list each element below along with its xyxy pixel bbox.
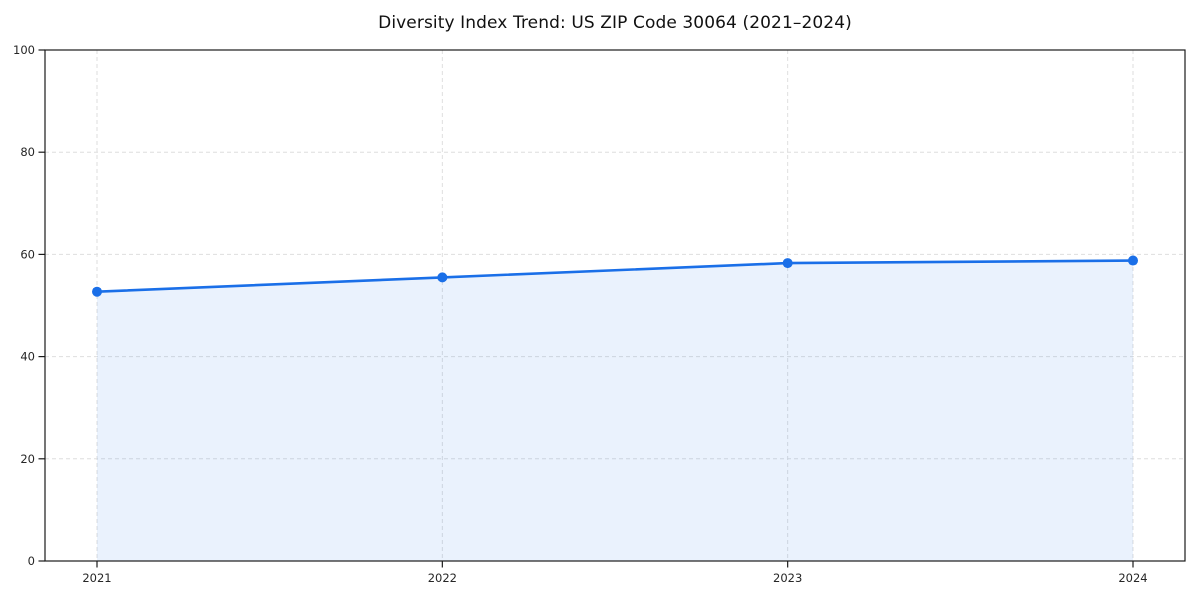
x-tick-label: 2023 bbox=[773, 571, 802, 585]
y-tick-label: 20 bbox=[20, 452, 35, 466]
y-tick-label: 0 bbox=[28, 554, 35, 568]
x-tick-label: 2022 bbox=[428, 571, 457, 585]
y-tick-label: 100 bbox=[13, 43, 35, 57]
trend-line bbox=[95, 259, 1135, 294]
y-tick-label: 80 bbox=[20, 145, 35, 159]
x-tick-label: 2021 bbox=[82, 571, 111, 585]
x-tick-label: 2024 bbox=[1118, 571, 1147, 585]
data-point bbox=[437, 272, 448, 283]
data-point bbox=[92, 286, 102, 297]
chart-title: Diversity Index Trend: US ZIP Code 30064… bbox=[378, 13, 852, 33]
plot-frame bbox=[44, 49, 1186, 562]
y-tick-label: 60 bbox=[20, 247, 35, 261]
data-point bbox=[1128, 255, 1138, 266]
y-tick-label: 40 bbox=[20, 350, 35, 364]
data-point bbox=[782, 258, 793, 269]
area-fill bbox=[97, 260, 1133, 561]
